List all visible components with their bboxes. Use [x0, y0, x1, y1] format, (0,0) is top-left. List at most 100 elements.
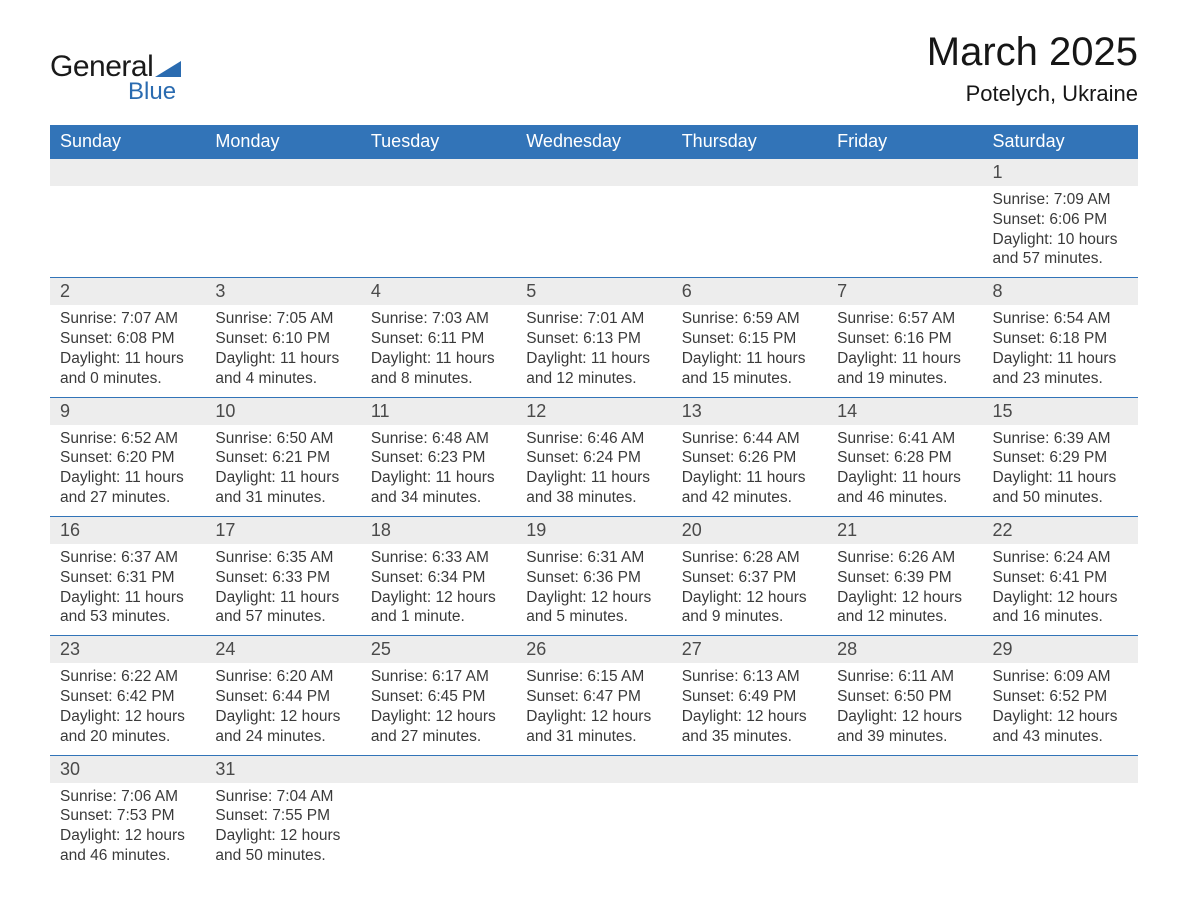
- sunrise-text: Sunrise: 7:09 AM: [993, 190, 1128, 210]
- daylight-text-1: Daylight: 11 hours: [682, 468, 817, 488]
- sunrise-text: Sunrise: 6:11 AM: [837, 667, 972, 687]
- day-data-cell: Sunrise: 6:33 AMSunset: 6:34 PMDaylight:…: [361, 544, 516, 636]
- sunrise-text: Sunrise: 7:07 AM: [60, 309, 195, 329]
- sunset-text: Sunset: 6:41 PM: [993, 568, 1128, 588]
- day-number: 27: [672, 636, 827, 663]
- daylight-text-2: and 39 minutes.: [837, 727, 972, 747]
- day-data: Sunrise: 6:35 AMSunset: 6:33 PMDaylight:…: [205, 544, 360, 635]
- daylight-text-2: and 46 minutes.: [60, 846, 195, 866]
- daylight-text-1: Daylight: 11 hours: [60, 468, 195, 488]
- sunset-text: Sunset: 6:08 PM: [60, 329, 195, 349]
- day-data-cell: [361, 186, 516, 278]
- weekday-header: Thursday: [672, 125, 827, 159]
- weekday-header: Monday: [205, 125, 360, 159]
- day-number-cell: [516, 755, 671, 783]
- day-data-cell: Sunrise: 6:22 AMSunset: 6:42 PMDaylight:…: [50, 663, 205, 755]
- daylight-text-1: Daylight: 12 hours: [682, 707, 817, 727]
- sunset-text: Sunset: 6:52 PM: [993, 687, 1128, 707]
- day-number-cell: 29: [983, 636, 1138, 664]
- month-title: March 2025: [927, 30, 1138, 75]
- day-data-cell: Sunrise: 6:46 AMSunset: 6:24 PMDaylight:…: [516, 425, 671, 517]
- daylight-text-2: and 35 minutes.: [682, 727, 817, 747]
- day-data-cell: [205, 186, 360, 278]
- day-number-cell: 21: [827, 516, 982, 544]
- day-data: Sunrise: 6:50 AMSunset: 6:21 PMDaylight:…: [205, 425, 360, 516]
- sunset-text: Sunset: 6:26 PM: [682, 448, 817, 468]
- day-number-cell: 10: [205, 397, 360, 425]
- sunset-text: Sunset: 6:33 PM: [215, 568, 350, 588]
- day-number: 31: [205, 756, 360, 783]
- daylight-text-1: Daylight: 12 hours: [371, 707, 506, 727]
- day-data-cell: Sunrise: 6:59 AMSunset: 6:15 PMDaylight:…: [672, 305, 827, 397]
- day-number-cell: 17: [205, 516, 360, 544]
- sunset-text: Sunset: 6:06 PM: [993, 210, 1128, 230]
- day-data: Sunrise: 6:52 AMSunset: 6:20 PMDaylight:…: [50, 425, 205, 516]
- day-number: 2: [50, 278, 205, 305]
- day-number-cell: 14: [827, 397, 982, 425]
- daylight-text-2: and 31 minutes.: [526, 727, 661, 747]
- day-data-cell: Sunrise: 6:20 AMSunset: 6:44 PMDaylight:…: [205, 663, 360, 755]
- day-data: Sunrise: 7:05 AMSunset: 6:10 PMDaylight:…: [205, 305, 360, 396]
- day-data-cell: [516, 783, 671, 874]
- day-number: 23: [50, 636, 205, 663]
- day-number-cell: 12: [516, 397, 671, 425]
- sunset-text: Sunset: 6:11 PM: [371, 329, 506, 349]
- daylight-text-2: and 46 minutes.: [837, 488, 972, 508]
- day-number: 30: [50, 756, 205, 783]
- sunset-text: Sunset: 6:15 PM: [682, 329, 817, 349]
- day-data: Sunrise: 6:20 AMSunset: 6:44 PMDaylight:…: [205, 663, 360, 754]
- day-data-cell: [983, 783, 1138, 874]
- day-data-row: Sunrise: 6:52 AMSunset: 6:20 PMDaylight:…: [50, 425, 1138, 517]
- sunrise-text: Sunrise: 6:46 AM: [526, 429, 661, 449]
- daylight-text-1: Daylight: 12 hours: [526, 707, 661, 727]
- sunset-text: Sunset: 6:36 PM: [526, 568, 661, 588]
- day-number-cell: 5: [516, 278, 671, 306]
- day-data: Sunrise: 6:22 AMSunset: 6:42 PMDaylight:…: [50, 663, 205, 754]
- daylight-text-2: and 27 minutes.: [60, 488, 195, 508]
- day-data: Sunrise: 7:06 AMSunset: 7:53 PMDaylight:…: [50, 783, 205, 874]
- daylight-text-2: and 1 minute.: [371, 607, 506, 627]
- day-number-cell: [516, 159, 671, 187]
- day-data: Sunrise: 7:04 AMSunset: 7:55 PMDaylight:…: [205, 783, 360, 874]
- daylight-text-1: Daylight: 12 hours: [215, 826, 350, 846]
- sunset-text: Sunset: 6:29 PM: [993, 448, 1128, 468]
- daylight-text-1: Daylight: 11 hours: [371, 349, 506, 369]
- day-number: 16: [50, 517, 205, 544]
- day-data: Sunrise: 6:31 AMSunset: 6:36 PMDaylight:…: [516, 544, 671, 635]
- daylight-text-2: and 12 minutes.: [526, 369, 661, 389]
- sunrise-text: Sunrise: 6:09 AM: [993, 667, 1128, 687]
- day-number-cell: 25: [361, 636, 516, 664]
- day-data-cell: Sunrise: 6:11 AMSunset: 6:50 PMDaylight:…: [827, 663, 982, 755]
- day-number-cell: 1: [983, 159, 1138, 187]
- weekday-header: Wednesday: [516, 125, 671, 159]
- day-number-cell: 20: [672, 516, 827, 544]
- sunrise-text: Sunrise: 6:26 AM: [837, 548, 972, 568]
- day-number-row: 16171819202122: [50, 516, 1138, 544]
- day-data-cell: Sunrise: 7:09 AMSunset: 6:06 PMDaylight:…: [983, 186, 1138, 278]
- daylight-text-1: Daylight: 12 hours: [371, 588, 506, 608]
- day-number: 5: [516, 278, 671, 305]
- day-number-cell: 6: [672, 278, 827, 306]
- day-number: 26: [516, 636, 671, 663]
- daylight-text-2: and 8 minutes.: [371, 369, 506, 389]
- sunrise-text: Sunrise: 6:37 AM: [60, 548, 195, 568]
- day-number-cell: 9: [50, 397, 205, 425]
- day-data: Sunrise: 6:09 AMSunset: 6:52 PMDaylight:…: [983, 663, 1138, 754]
- daylight-text-2: and 50 minutes.: [215, 846, 350, 866]
- day-number: 3: [205, 278, 360, 305]
- weekday-header: Saturday: [983, 125, 1138, 159]
- day-data-cell: Sunrise: 7:01 AMSunset: 6:13 PMDaylight:…: [516, 305, 671, 397]
- day-number: 18: [361, 517, 516, 544]
- daylight-text-2: and 20 minutes.: [60, 727, 195, 747]
- sunrise-text: Sunrise: 6:28 AM: [682, 548, 817, 568]
- day-data: Sunrise: 6:11 AMSunset: 6:50 PMDaylight:…: [827, 663, 982, 754]
- daylight-text-2: and 5 minutes.: [526, 607, 661, 627]
- calendar-body: 1Sunrise: 7:09 AMSunset: 6:06 PMDaylight…: [50, 159, 1138, 874]
- daylight-text-1: Daylight: 11 hours: [215, 588, 350, 608]
- day-number-cell: 30: [50, 755, 205, 783]
- daylight-text-1: Daylight: 11 hours: [526, 349, 661, 369]
- sunset-text: Sunset: 6:39 PM: [837, 568, 972, 588]
- day-number-cell: [672, 755, 827, 783]
- sunrise-text: Sunrise: 6:41 AM: [837, 429, 972, 449]
- day-data: Sunrise: 6:24 AMSunset: 6:41 PMDaylight:…: [983, 544, 1138, 635]
